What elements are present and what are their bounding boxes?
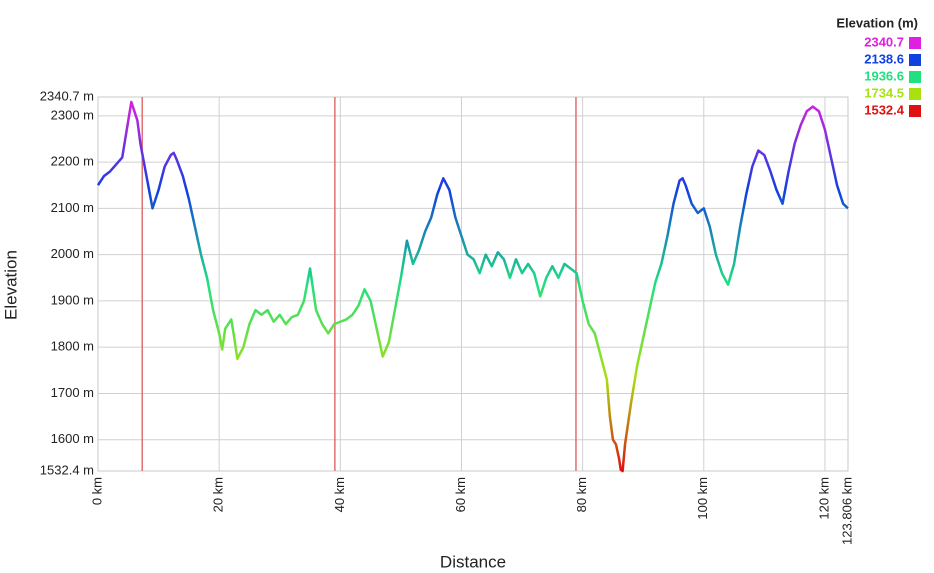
x-tick-label: 20 km — [211, 477, 226, 512]
x-tick-label: 123.806 km — [839, 477, 854, 545]
legend-swatch — [909, 88, 921, 100]
legend-label: 1936.6 — [864, 68, 904, 83]
plot-border — [97, 96, 849, 472]
legend-label: 1734.5 — [864, 85, 904, 100]
legend-label: 1532.4 — [864, 102, 905, 117]
y-tick-label: 1700 m — [51, 385, 94, 400]
y-tick-label: 2200 m — [51, 154, 94, 169]
legend-swatch — [909, 71, 921, 83]
legend-swatch — [909, 105, 921, 117]
x-tick-label: 60 km — [453, 477, 468, 512]
y-tick-label: 1900 m — [51, 292, 94, 307]
legend-label: 2138.6 — [864, 51, 904, 66]
legend-title: Elevation (m) — [836, 15, 918, 30]
x-tick-label: 80 km — [574, 477, 589, 512]
y-tick-label: 2300 m — [51, 107, 94, 122]
y-tick-label: 1532.4 m — [40, 462, 94, 477]
y-tick-label: 2100 m — [51, 200, 94, 215]
x-tick-label: 100 km — [695, 477, 710, 520]
legend-swatch — [909, 37, 921, 49]
x-axis-title: Distance — [440, 552, 506, 571]
y-tick-label: 1800 m — [51, 339, 94, 354]
x-tick-label: 40 km — [332, 477, 347, 512]
elevation-line — [96, 100, 849, 473]
y-tick-label: 2000 m — [51, 246, 94, 261]
y-tick-label: 2340.7 m — [40, 88, 94, 103]
x-tick-label: 0 km — [89, 477, 104, 505]
legend-swatch — [909, 54, 921, 66]
x-tick-label: 120 km — [816, 477, 831, 520]
y-axis-title: Elevation — [1, 250, 20, 320]
y-tick-label: 1600 m — [51, 431, 94, 446]
legend-label: 2340.7 — [864, 34, 904, 49]
